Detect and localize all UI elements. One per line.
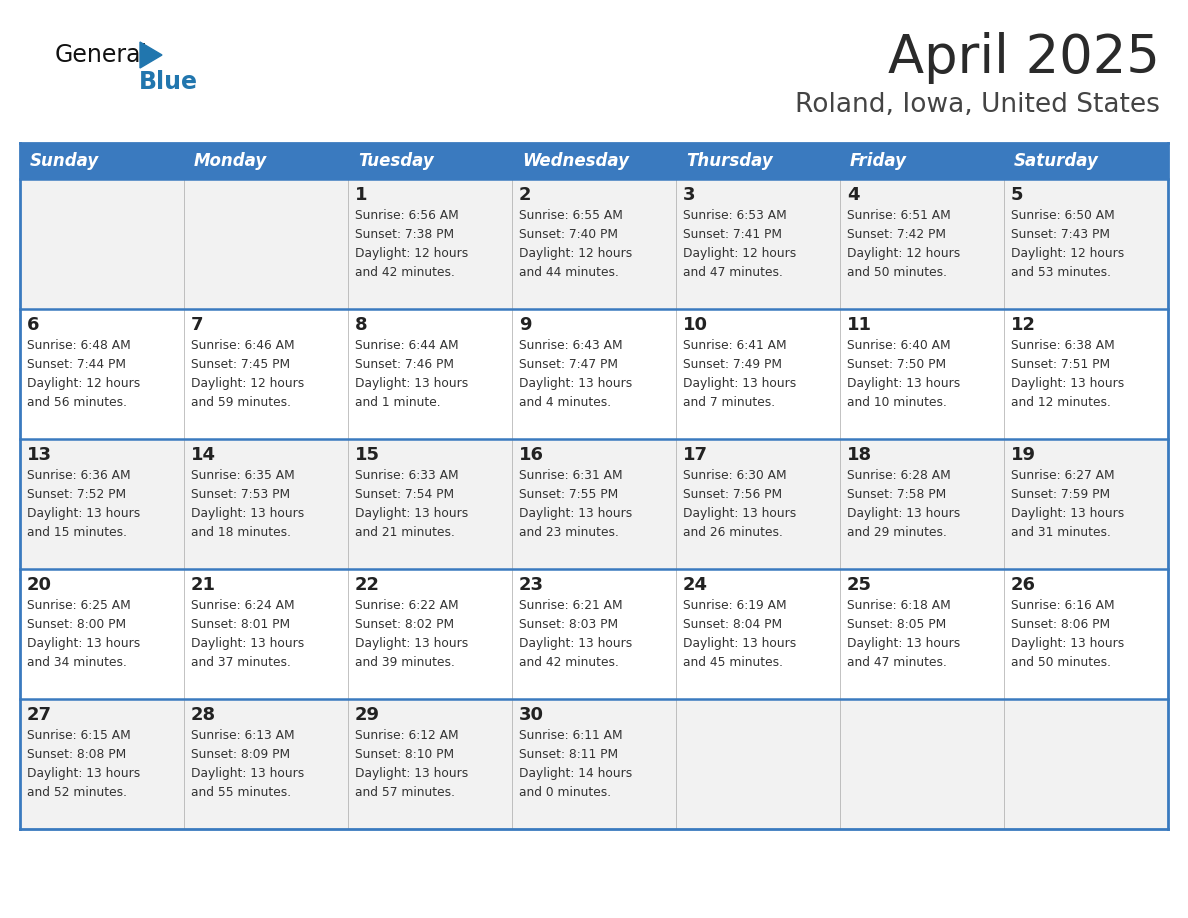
Text: 25: 25 (847, 576, 872, 594)
Text: 10: 10 (683, 316, 708, 334)
Bar (20, 699, 1168, 829)
Text: Sunrise: 6:19 AM
Sunset: 8:04 PM
Daylight: 13 hours
and 45 minutes.: Sunrise: 6:19 AM Sunset: 8:04 PM Dayligh… (683, 599, 796, 669)
Bar (20, 309, 1168, 439)
Text: Tuesday: Tuesday (358, 152, 434, 170)
Text: Sunrise: 6:36 AM
Sunset: 7:52 PM
Daylight: 13 hours
and 15 minutes.: Sunrise: 6:36 AM Sunset: 7:52 PM Dayligh… (27, 469, 140, 539)
Text: 30: 30 (519, 706, 544, 724)
Bar (20, 439, 1168, 569)
Text: Sunrise: 6:46 AM
Sunset: 7:45 PM
Daylight: 12 hours
and 59 minutes.: Sunrise: 6:46 AM Sunset: 7:45 PM Dayligh… (191, 339, 304, 409)
Text: Sunrise: 6:40 AM
Sunset: 7:50 PM
Daylight: 13 hours
and 10 minutes.: Sunrise: 6:40 AM Sunset: 7:50 PM Dayligh… (847, 339, 960, 409)
Text: Sunrise: 6:38 AM
Sunset: 7:51 PM
Daylight: 13 hours
and 12 minutes.: Sunrise: 6:38 AM Sunset: 7:51 PM Dayligh… (1011, 339, 1124, 409)
Text: 11: 11 (847, 316, 872, 334)
Text: Sunday: Sunday (30, 152, 100, 170)
Text: Wednesday: Wednesday (522, 152, 628, 170)
Text: 19: 19 (1011, 446, 1036, 464)
Text: Sunrise: 6:51 AM
Sunset: 7:42 PM
Daylight: 12 hours
and 50 minutes.: Sunrise: 6:51 AM Sunset: 7:42 PM Dayligh… (847, 209, 960, 279)
Text: Sunrise: 6:13 AM
Sunset: 8:09 PM
Daylight: 13 hours
and 55 minutes.: Sunrise: 6:13 AM Sunset: 8:09 PM Dayligh… (191, 729, 304, 799)
Text: Sunrise: 6:56 AM
Sunset: 7:38 PM
Daylight: 12 hours
and 42 minutes.: Sunrise: 6:56 AM Sunset: 7:38 PM Dayligh… (355, 209, 468, 279)
Text: 29: 29 (355, 706, 380, 724)
Text: 13: 13 (27, 446, 52, 464)
Text: Sunrise: 6:27 AM
Sunset: 7:59 PM
Daylight: 13 hours
and 31 minutes.: Sunrise: 6:27 AM Sunset: 7:59 PM Dayligh… (1011, 469, 1124, 539)
Text: 27: 27 (27, 706, 52, 724)
Bar (20, 143, 1168, 179)
Text: 1: 1 (355, 186, 367, 204)
Text: 21: 21 (191, 576, 216, 594)
Text: Sunrise: 6:41 AM
Sunset: 7:49 PM
Daylight: 13 hours
and 7 minutes.: Sunrise: 6:41 AM Sunset: 7:49 PM Dayligh… (683, 339, 796, 409)
Bar (20, 179, 1168, 309)
Text: 24: 24 (683, 576, 708, 594)
Text: 3: 3 (683, 186, 695, 204)
Polygon shape (140, 42, 162, 68)
Text: 2: 2 (519, 186, 531, 204)
Text: General: General (55, 43, 148, 67)
Text: Sunrise: 6:18 AM
Sunset: 8:05 PM
Daylight: 13 hours
and 47 minutes.: Sunrise: 6:18 AM Sunset: 8:05 PM Dayligh… (847, 599, 960, 669)
Text: 5: 5 (1011, 186, 1024, 204)
Text: Sunrise: 6:43 AM
Sunset: 7:47 PM
Daylight: 13 hours
and 4 minutes.: Sunrise: 6:43 AM Sunset: 7:47 PM Dayligh… (519, 339, 632, 409)
Text: 4: 4 (847, 186, 859, 204)
Text: 15: 15 (355, 446, 380, 464)
Text: Sunrise: 6:25 AM
Sunset: 8:00 PM
Daylight: 13 hours
and 34 minutes.: Sunrise: 6:25 AM Sunset: 8:00 PM Dayligh… (27, 599, 140, 669)
Text: 23: 23 (519, 576, 544, 594)
Text: Sunrise: 6:28 AM
Sunset: 7:58 PM
Daylight: 13 hours
and 29 minutes.: Sunrise: 6:28 AM Sunset: 7:58 PM Dayligh… (847, 469, 960, 539)
Text: 18: 18 (847, 446, 872, 464)
Text: Sunrise: 6:33 AM
Sunset: 7:54 PM
Daylight: 13 hours
and 21 minutes.: Sunrise: 6:33 AM Sunset: 7:54 PM Dayligh… (355, 469, 468, 539)
Text: 9: 9 (519, 316, 531, 334)
Text: 26: 26 (1011, 576, 1036, 594)
Text: Sunrise: 6:48 AM
Sunset: 7:44 PM
Daylight: 12 hours
and 56 minutes.: Sunrise: 6:48 AM Sunset: 7:44 PM Dayligh… (27, 339, 140, 409)
Text: 22: 22 (355, 576, 380, 594)
Text: 7: 7 (191, 316, 203, 334)
Text: Sunrise: 6:15 AM
Sunset: 8:08 PM
Daylight: 13 hours
and 52 minutes.: Sunrise: 6:15 AM Sunset: 8:08 PM Dayligh… (27, 729, 140, 799)
Text: 16: 16 (519, 446, 544, 464)
Text: Sunrise: 6:50 AM
Sunset: 7:43 PM
Daylight: 12 hours
and 53 minutes.: Sunrise: 6:50 AM Sunset: 7:43 PM Dayligh… (1011, 209, 1124, 279)
Text: Friday: Friday (849, 152, 906, 170)
Text: Sunrise: 6:22 AM
Sunset: 8:02 PM
Daylight: 13 hours
and 39 minutes.: Sunrise: 6:22 AM Sunset: 8:02 PM Dayligh… (355, 599, 468, 669)
Text: 6: 6 (27, 316, 39, 334)
Text: April 2025: April 2025 (889, 32, 1159, 84)
Text: Sunrise: 6:24 AM
Sunset: 8:01 PM
Daylight: 13 hours
and 37 minutes.: Sunrise: 6:24 AM Sunset: 8:01 PM Dayligh… (191, 599, 304, 669)
Text: Sunrise: 6:11 AM
Sunset: 8:11 PM
Daylight: 14 hours
and 0 minutes.: Sunrise: 6:11 AM Sunset: 8:11 PM Dayligh… (519, 729, 632, 799)
Text: Sunrise: 6:16 AM
Sunset: 8:06 PM
Daylight: 13 hours
and 50 minutes.: Sunrise: 6:16 AM Sunset: 8:06 PM Dayligh… (1011, 599, 1124, 669)
Text: Sunrise: 6:21 AM
Sunset: 8:03 PM
Daylight: 13 hours
and 42 minutes.: Sunrise: 6:21 AM Sunset: 8:03 PM Dayligh… (519, 599, 632, 669)
Text: Sunrise: 6:44 AM
Sunset: 7:46 PM
Daylight: 13 hours
and 1 minute.: Sunrise: 6:44 AM Sunset: 7:46 PM Dayligh… (355, 339, 468, 409)
Text: 14: 14 (191, 446, 216, 464)
Text: 12: 12 (1011, 316, 1036, 334)
Text: Monday: Monday (194, 152, 267, 170)
Text: Blue: Blue (139, 70, 198, 94)
Text: 17: 17 (683, 446, 708, 464)
Bar (20, 569, 1168, 699)
Text: Sunrise: 6:55 AM
Sunset: 7:40 PM
Daylight: 12 hours
and 44 minutes.: Sunrise: 6:55 AM Sunset: 7:40 PM Dayligh… (519, 209, 632, 279)
Text: Sunrise: 6:35 AM
Sunset: 7:53 PM
Daylight: 13 hours
and 18 minutes.: Sunrise: 6:35 AM Sunset: 7:53 PM Dayligh… (191, 469, 304, 539)
Text: Sunrise: 6:53 AM
Sunset: 7:41 PM
Daylight: 12 hours
and 47 minutes.: Sunrise: 6:53 AM Sunset: 7:41 PM Dayligh… (683, 209, 796, 279)
Text: Sunrise: 6:31 AM
Sunset: 7:55 PM
Daylight: 13 hours
and 23 minutes.: Sunrise: 6:31 AM Sunset: 7:55 PM Dayligh… (519, 469, 632, 539)
Text: Sunrise: 6:30 AM
Sunset: 7:56 PM
Daylight: 13 hours
and 26 minutes.: Sunrise: 6:30 AM Sunset: 7:56 PM Dayligh… (683, 469, 796, 539)
Text: 20: 20 (27, 576, 52, 594)
Text: 28: 28 (191, 706, 216, 724)
Text: Roland, Iowa, United States: Roland, Iowa, United States (795, 92, 1159, 118)
Text: Thursday: Thursday (685, 152, 772, 170)
Text: Sunrise: 6:12 AM
Sunset: 8:10 PM
Daylight: 13 hours
and 57 minutes.: Sunrise: 6:12 AM Sunset: 8:10 PM Dayligh… (355, 729, 468, 799)
Text: Saturday: Saturday (1015, 152, 1099, 170)
Text: 8: 8 (355, 316, 367, 334)
